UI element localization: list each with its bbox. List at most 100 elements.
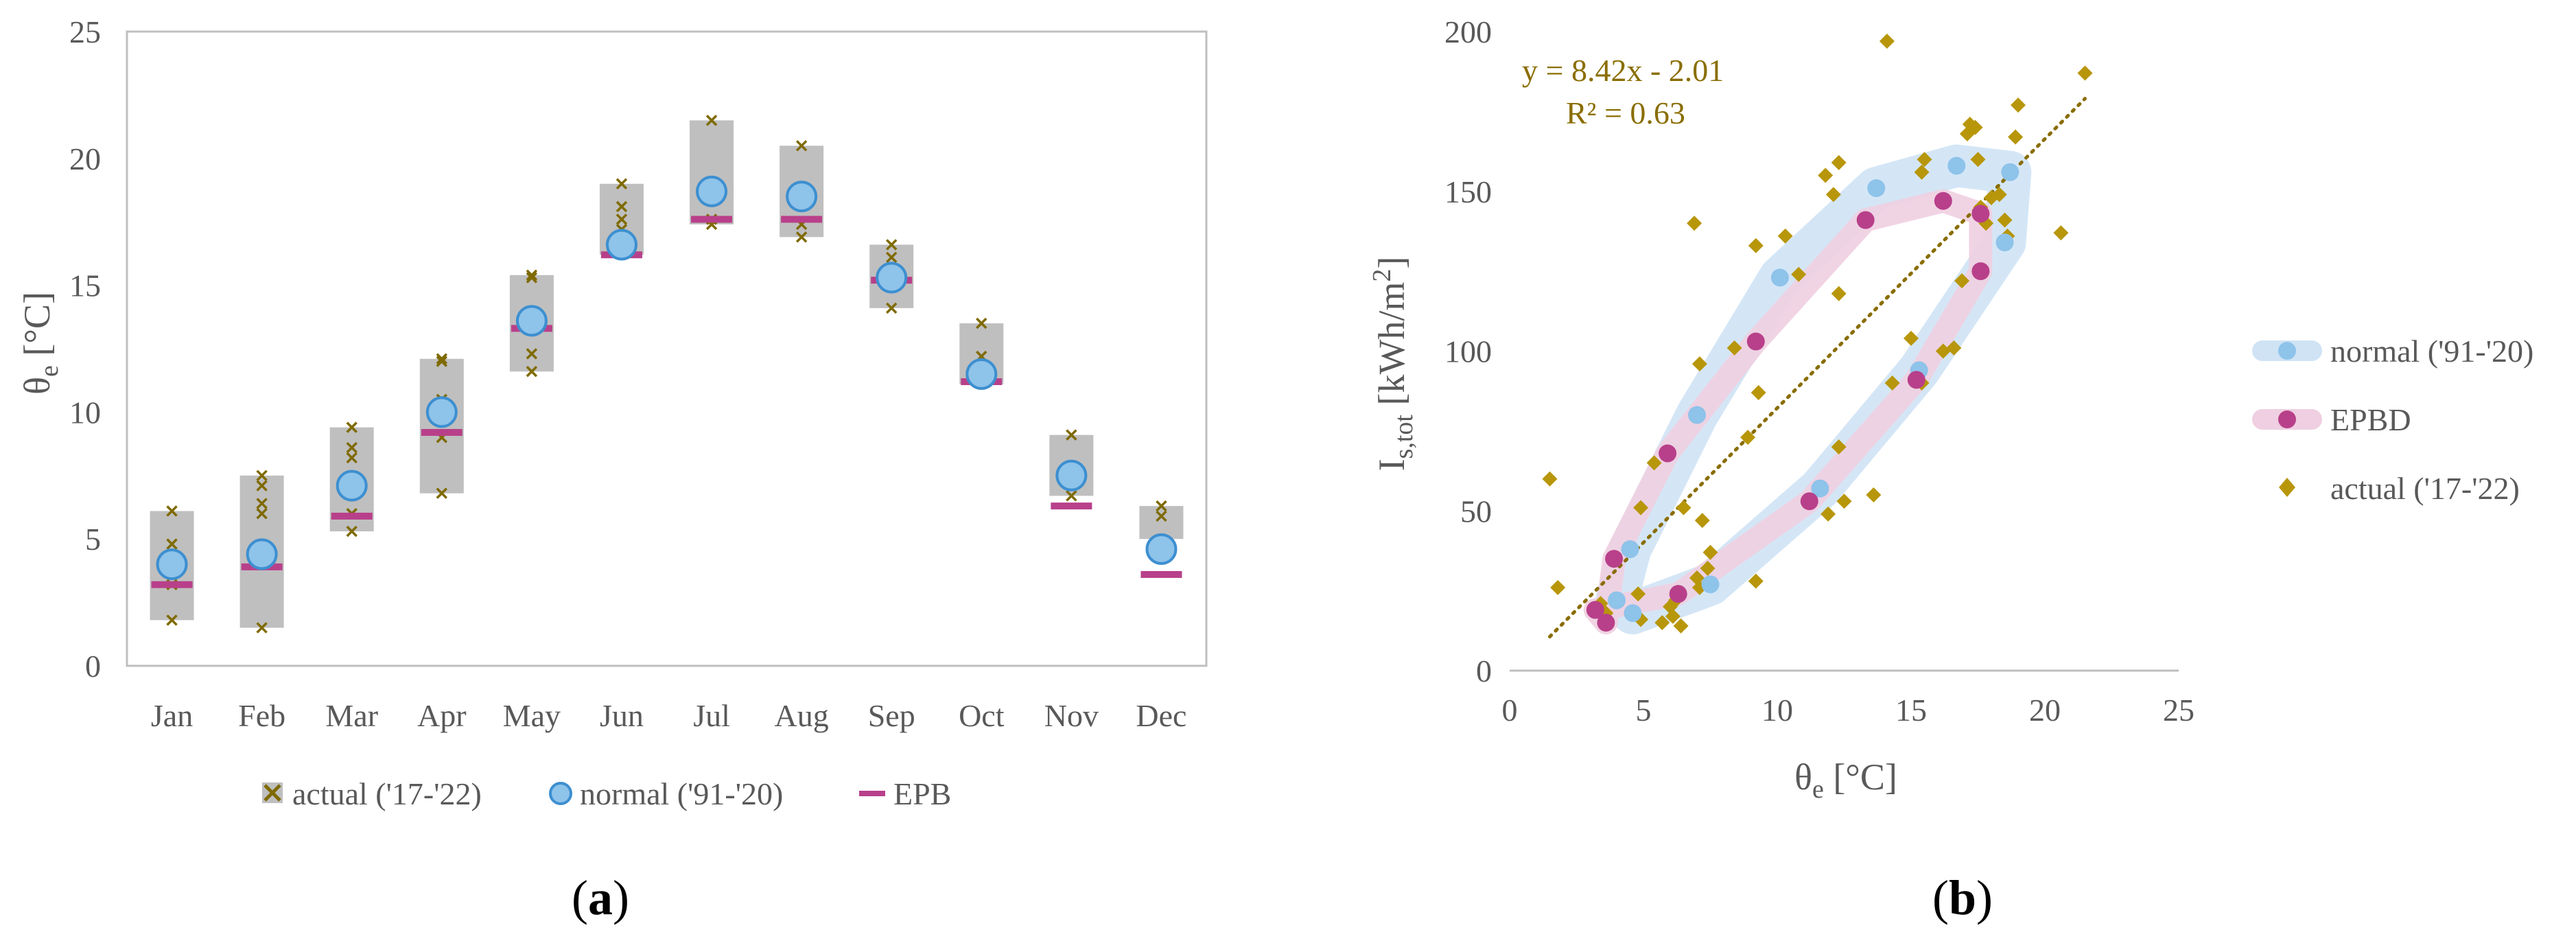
actual-range-box (690, 120, 734, 224)
panel-b-epbd-markers (1586, 192, 1990, 632)
panel-b-y-tick-labels: 0 50 100 150 200 (1444, 14, 1492, 688)
panel-a-x-tick-label: Mar (325, 698, 378, 733)
normal-marker (1145, 533, 1178, 565)
normal-point (1621, 540, 1639, 559)
normal-marker (965, 358, 998, 390)
legend-b-epbd-dot-icon (2278, 410, 2296, 428)
epbd-point (1597, 614, 1615, 632)
normal-marker (605, 229, 637, 261)
normal-marker (425, 396, 458, 428)
actual-point (1831, 286, 1847, 301)
epbd-point (1907, 371, 1925, 389)
panel-a-legend: actual ('17-'22) normal ('91-'20) EPB (262, 776, 951, 811)
actual-marker (166, 505, 178, 517)
trendline-line (1548, 97, 2087, 639)
panel-a-y-axis-title: θe [°C] (16, 292, 64, 395)
normal-point (2001, 163, 2019, 181)
legend-b-normal-dot-icon (2278, 342, 2296, 360)
legend-b-actual-diamond-icon (2279, 478, 2295, 497)
panel-a-y-tick-label: 15 (69, 268, 101, 303)
normal-point (1770, 268, 1789, 287)
panel-a-x-tick-label: Nov (1044, 698, 1099, 733)
legend-epb-item[interactable]: EPB (859, 776, 951, 811)
panel-a-x-tick-label: Jun (600, 698, 644, 733)
actual-point (1818, 167, 1834, 183)
normal-point (1811, 479, 1829, 498)
actual-marker (795, 140, 808, 152)
actual-point (1673, 618, 1689, 634)
panel-b-irradiation-scatter-chart: 0 50 100 150 200 0 5 10 15 20 25 y = 8.42x - 2.01… (1368, 14, 2533, 925)
normal-marker (1055, 459, 1088, 491)
legend-normal-item[interactable]: normal ('91-'20) (549, 776, 783, 811)
actual-point (1748, 237, 1764, 253)
actual-marker (436, 487, 448, 499)
actual-point (1665, 608, 1681, 624)
epb-marker (421, 428, 462, 436)
actual-point (1836, 494, 1852, 509)
legend-epb-label: EPB (893, 776, 951, 811)
actual-marker (436, 353, 448, 365)
epb-marker (151, 581, 193, 588)
normal-point (1947, 156, 1966, 175)
normal-marker (876, 262, 908, 294)
normal-point (1688, 406, 1706, 424)
legend-b-normal-item[interactable]: normal ('91-'20) (2252, 334, 2533, 369)
actual-point (1633, 500, 1649, 515)
panel-a-y-tick-labels: 0 5 10 15 20 25 (69, 14, 101, 684)
legend-b-actual-item[interactable]: actual ('17-'22) (2279, 471, 2520, 506)
actual-point (1831, 154, 1847, 170)
actual-point (2077, 65, 2093, 81)
panel-b-label: (b) (1932, 870, 1993, 925)
legend-b-epbd-item[interactable]: EPBD (2252, 402, 2411, 437)
legend-b-actual-label: actual ('17-'22) (2330, 471, 2520, 506)
panel-b-legend: normal ('91-'20) EPBD actual ('17-'22) (2252, 334, 2533, 506)
epbd-point (1746, 332, 1765, 351)
legend-normal-circle-icon (549, 782, 572, 805)
legend-actual-cross-icon (264, 784, 281, 802)
actual-marker (346, 421, 358, 433)
actual-marker (885, 239, 898, 251)
panel-b-x-tick-label: 15 (1895, 693, 1927, 728)
actual-marker (885, 251, 898, 264)
panel-a-x-tick-label: Dec (1136, 698, 1186, 733)
panel-b-trendline (1548, 97, 2087, 639)
actual-point (1866, 487, 1882, 502)
actual-marker (166, 614, 178, 626)
panel-b-y-axis-title: Is,tot [kWh/m2] (1368, 257, 1418, 472)
actual-point (1702, 544, 1718, 560)
actual-point (1750, 385, 1766, 401)
epbd-point (1659, 444, 1677, 463)
actual-marker (346, 525, 358, 537)
actual-marker (1066, 490, 1077, 502)
actual-marker (256, 470, 268, 482)
actual-marker (436, 356, 448, 367)
actual-marker (526, 366, 538, 378)
actual-point (1740, 430, 1756, 445)
panel-b-y-tick-label: 150 (1444, 174, 1492, 209)
panel-a-y-tick-label: 5 (85, 522, 101, 557)
panel-a-monthly-temperature-chart: 0 5 10 15 20 25 Jan Feb Mar Apr May Jun Jul Aug Sep Oc… (16, 7, 1208, 925)
trendline-equation: y = 8.42x - 2.01 (1522, 53, 1724, 88)
actual-point (1691, 356, 1707, 372)
legend-epb-dash-icon (859, 791, 885, 796)
legend-actual-item[interactable]: actual ('17-'22) (262, 776, 482, 811)
normal-point (1867, 179, 1886, 198)
epbd-point (1971, 262, 1990, 281)
panel-a-y-tick-label: 10 (69, 395, 101, 430)
panel-b-x-tick-label: 5 (1636, 693, 1652, 728)
normal-point (1624, 604, 1642, 623)
actual-marker (256, 508, 268, 520)
actual-point (1967, 119, 1983, 135)
actual-marker (616, 178, 628, 189)
actual-point (1914, 164, 1930, 180)
actual-point (2053, 225, 2069, 241)
normal-marker (696, 175, 728, 207)
panel-b-y-tick-label: 0 (1476, 653, 1492, 688)
actual-point (1777, 228, 1793, 244)
panel-a-normal-markers (156, 175, 1178, 581)
panel-a-x-tick-label: Oct (959, 698, 1005, 733)
panel-b-y-tick-label: 50 (1460, 494, 1492, 529)
actual-marker (256, 498, 268, 509)
legend-b-normal-label: normal ('91-'20) (2330, 334, 2533, 369)
epb-marker (1140, 570, 1182, 578)
